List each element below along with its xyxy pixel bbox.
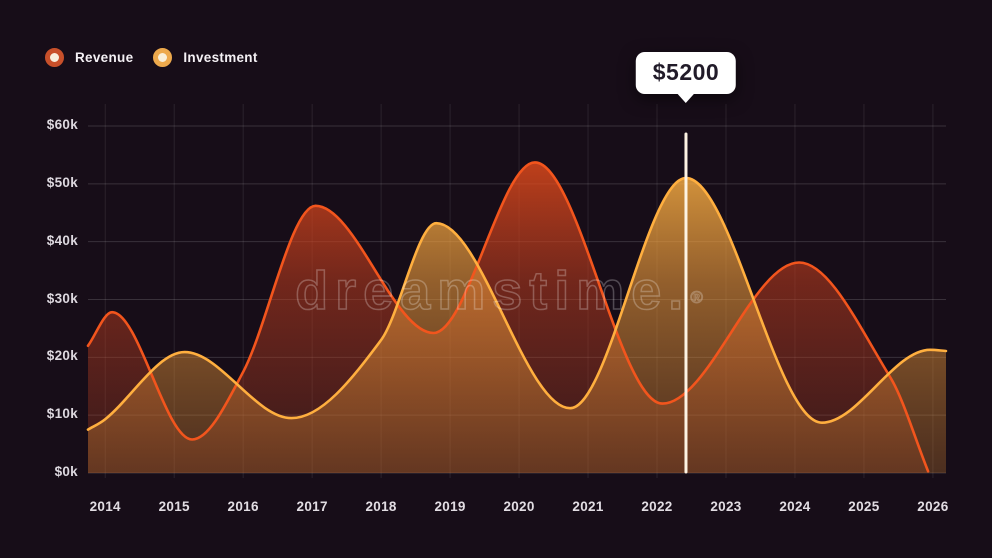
x-tick-label: 2014	[89, 499, 121, 514]
value-tooltip: $5200	[635, 52, 737, 103]
legend-item-revenue[interactable]: Revenue	[45, 48, 133, 67]
y-tick-label: $40k	[46, 232, 78, 248]
x-tick-label: 2025	[848, 499, 880, 514]
legend-label-investment: Investment	[183, 50, 258, 65]
y-tick-label: $20k	[46, 348, 78, 364]
investment-dot-icon	[153, 48, 173, 67]
x-tick-label: 2023	[710, 499, 742, 514]
x-tick-label: 2018	[365, 499, 397, 514]
x-tick-label: 2016	[227, 499, 259, 514]
x-tick-label: 2021	[572, 499, 604, 514]
investment-area	[88, 178, 946, 473]
x-tick-label: 2015	[158, 499, 190, 514]
x-tick-label: 2022	[641, 499, 673, 514]
legend-item-investment[interactable]: Investment	[153, 48, 257, 67]
x-tick-label: 2020	[503, 499, 535, 514]
y-tick-label: $0k	[54, 464, 78, 479]
y-tick-label: $30k	[46, 290, 78, 306]
revenue-dot-icon	[45, 48, 64, 67]
y-tick-label: $60k	[46, 117, 78, 132]
revenue-line	[86, 161, 930, 473]
x-tick-label: 2024	[779, 499, 811, 514]
x-tick-label: 2026	[917, 499, 949, 514]
legend: Revenue Investment	[45, 48, 258, 67]
x-tick-label: 2017	[296, 499, 328, 514]
y-tick-label: $50k	[46, 174, 78, 190]
y-tick-label: $10k	[46, 406, 78, 422]
x-tick-label: 2019	[434, 499, 466, 514]
legend-label-revenue: Revenue	[75, 50, 134, 65]
investment-line	[86, 176, 948, 431]
tooltip-pointer-icon	[676, 93, 695, 103]
tooltip-value: $5200	[652, 59, 720, 85]
